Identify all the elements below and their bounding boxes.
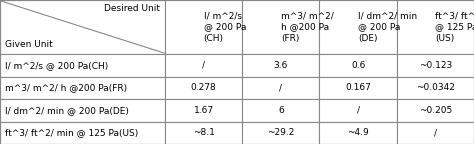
Bar <box>0 99 165 122</box>
Text: ~0.0342: ~0.0342 <box>416 83 455 92</box>
Bar <box>165 0 242 54</box>
Text: /: / <box>202 61 205 70</box>
Text: 0.6: 0.6 <box>351 61 365 70</box>
Text: /: / <box>279 83 283 92</box>
Text: 0.167: 0.167 <box>345 83 371 92</box>
Text: l/ m^2/s @ 200 Pa(CH): l/ m^2/s @ 200 Pa(CH) <box>5 61 108 70</box>
Text: ~29.2: ~29.2 <box>267 128 294 137</box>
Bar <box>242 122 319 144</box>
Text: Given Unit: Given Unit <box>5 40 53 49</box>
Bar <box>242 99 319 122</box>
Bar <box>165 54 242 76</box>
Bar <box>397 99 474 122</box>
Text: /: / <box>356 106 360 115</box>
Text: m^3/ m^2/ h @200 Pa(FR): m^3/ m^2/ h @200 Pa(FR) <box>5 83 127 92</box>
Text: m^3/ m^2/
h @200 Pa
(FR): m^3/ m^2/ h @200 Pa (FR) <box>281 11 334 43</box>
Bar <box>319 122 397 144</box>
Text: 3.6: 3.6 <box>273 61 288 70</box>
Bar <box>242 54 319 76</box>
Text: 1.67: 1.67 <box>193 106 214 115</box>
Text: ~0.123: ~0.123 <box>419 61 452 70</box>
Bar <box>165 122 242 144</box>
Bar <box>319 76 397 99</box>
Text: ~8.1: ~8.1 <box>193 128 215 137</box>
Bar <box>319 54 397 76</box>
Bar <box>319 0 397 54</box>
Bar <box>397 0 474 54</box>
Bar <box>397 122 474 144</box>
Bar <box>242 0 319 54</box>
Text: Desired Unit: Desired Unit <box>104 4 160 13</box>
Text: l/ m^2/s
@ 200 Pa
(CH): l/ m^2/s @ 200 Pa (CH) <box>204 11 246 43</box>
Text: ~0.205: ~0.205 <box>419 106 452 115</box>
Bar <box>0 54 165 76</box>
Bar <box>0 0 165 54</box>
Bar <box>397 76 474 99</box>
Text: 0.278: 0.278 <box>191 83 217 92</box>
Text: ft^3/ ft^2/ min @ 125 Pa(US): ft^3/ ft^2/ min @ 125 Pa(US) <box>5 128 138 137</box>
Bar <box>319 99 397 122</box>
Bar <box>165 99 242 122</box>
Text: ~4.9: ~4.9 <box>347 128 369 137</box>
Text: 6: 6 <box>278 106 284 115</box>
Bar <box>0 122 165 144</box>
Bar <box>397 54 474 76</box>
Text: l/ dm^2/ min @ 200 Pa(DE): l/ dm^2/ min @ 200 Pa(DE) <box>5 106 129 115</box>
Bar <box>165 76 242 99</box>
Bar <box>242 76 319 99</box>
Text: ft^3/ ft^2/ min
@ 125 Pa
(US): ft^3/ ft^2/ min @ 125 Pa (US) <box>436 11 474 43</box>
Text: /: / <box>434 128 437 137</box>
Bar <box>0 76 165 99</box>
Text: l/ dm^2/ min
@ 200 Pa
(DE): l/ dm^2/ min @ 200 Pa (DE) <box>358 11 417 43</box>
